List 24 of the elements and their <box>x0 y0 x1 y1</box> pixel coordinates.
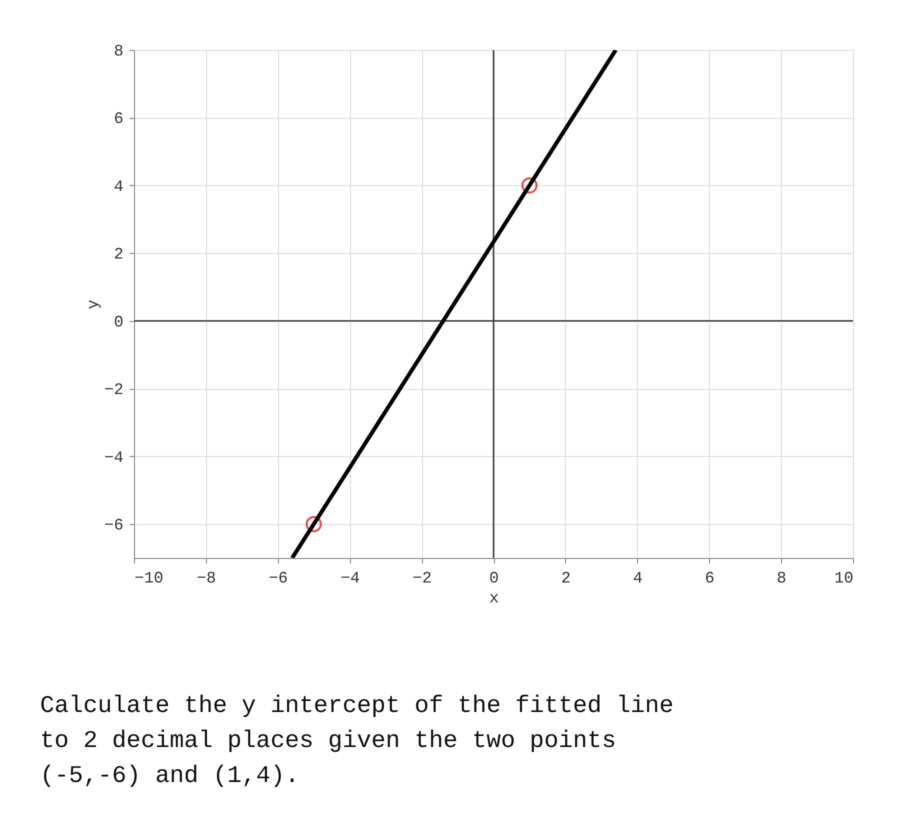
x-tick-label: 0 <box>489 570 499 588</box>
x-tick-label: −2 <box>412 570 432 588</box>
x-axis-title: x <box>489 590 499 608</box>
x-tick-label: 10 <box>834 570 854 588</box>
x-tick-label: 8 <box>776 570 786 588</box>
text: Calculate the y intercept of the fitted line <box>40 693 674 720</box>
x-tick-label: −8 <box>196 570 216 588</box>
y-axis-title: y <box>84 299 102 310</box>
y-tick-label: −2 <box>104 381 124 400</box>
x-tick-label: 4 <box>632 570 643 588</box>
text: (-5,-6) and (1,4). <box>40 763 300 790</box>
y-tick-label: −4 <box>104 448 124 467</box>
y-tick-label: 4 <box>114 178 124 196</box>
y-tick-label: 8 <box>114 42 124 60</box>
y-tick-label: 6 <box>114 110 124 128</box>
y-tick-label: −6 <box>104 516 124 535</box>
text: to 2 decimal places given the two points <box>40 728 616 755</box>
x-tick-label: 6 <box>704 570 715 588</box>
y-tick-label: 0 <box>114 313 124 332</box>
x-tick-label: −6 <box>268 570 288 588</box>
x-tick-label: −4 <box>340 570 360 588</box>
x-tick-label: −10 <box>134 570 164 588</box>
y-tick-label: 2 <box>114 246 124 264</box>
x-tick-label: 2 <box>561 570 571 588</box>
